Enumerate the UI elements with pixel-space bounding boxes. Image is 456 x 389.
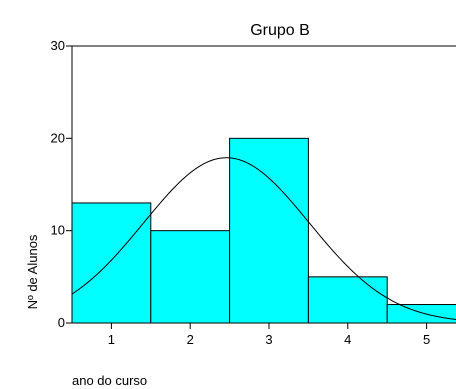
bars-group (71, 137, 456, 324)
y-tick-label: 0 (58, 315, 65, 330)
bar-5 (386, 304, 456, 324)
y-tick-label: 20 (51, 130, 65, 145)
bar-1 (71, 202, 152, 324)
y-ticks-group: 0 10 20 30 (51, 38, 72, 330)
x-axis-label: ano do curso (72, 373, 147, 388)
bar-2 (150, 230, 231, 324)
normal-curve (71, 157, 456, 320)
y-axis-label: Nº de Alunos (25, 234, 40, 309)
x-tick-label: 2 (187, 332, 194, 347)
x-ticks-group: 1 2 3 4 5 (108, 323, 430, 347)
bar-4 (307, 276, 388, 324)
y-tick-label: 10 (51, 223, 65, 238)
x-tick-label: 3 (265, 332, 272, 347)
x-tick-label: 1 (108, 332, 115, 347)
chart-title: Grupo B (250, 22, 310, 39)
x-tick-label: 5 (423, 332, 430, 347)
bar-3 (229, 137, 309, 324)
y-tick-label: 30 (51, 38, 65, 53)
x-tick-label: 4 (344, 332, 351, 347)
